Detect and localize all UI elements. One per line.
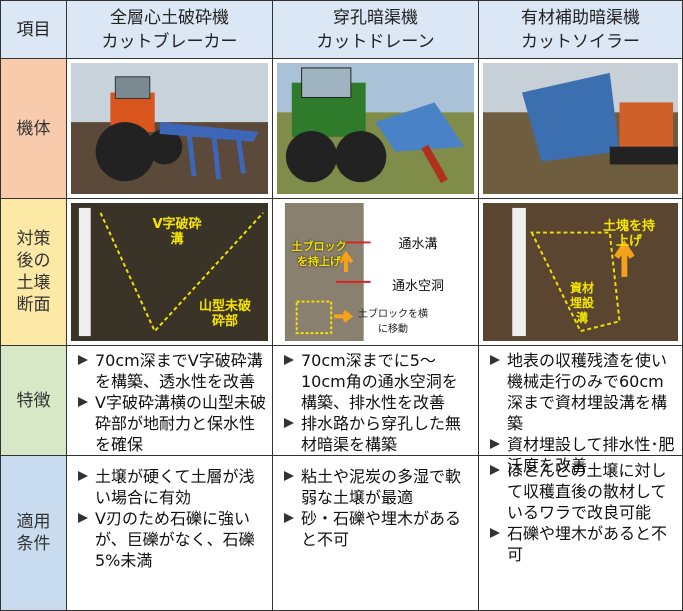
column-name: 全層心土破砕機 [110,8,229,28]
column-name: 有材補助暗渠機 [521,8,640,28]
soil-photo: 土塊を持上げ 資材埋設溝 [478,198,683,346]
row-label-text: 特徴 [16,390,51,411]
row-label-text: 対策後の土壌断面 [16,229,51,315]
bullet-item: 土壌が硬くて土層が浅い場合に有効 [75,466,266,508]
conditions-cell: 粘土や泥炭の多湿で軟弱な土壌が最適 砂・石礫や埋木があると不可 [272,455,479,611]
column-name: 穿孔暗渠機 [333,8,418,28]
bullet-item: V刃のため石礫に強いが、巨礫がなく、石礫5%未満 [75,508,266,571]
photo-label: 通水溝 [398,237,438,252]
features-cell: 70cm深までに5～10cm角の通水空洞を構築、排水性を改善 排水路から穿孔した無… [272,345,479,456]
photo-label: 土ブロックを持上げ [291,240,347,268]
photo [71,203,268,341]
bullet-item: 石礫や埋木があると不可 [487,523,676,565]
soil-photo: 土ブロックを持上げ 通水溝 通水空洞 土ブロックを横に移動 [272,198,479,346]
row-label: 特徴 [0,345,67,456]
row-label: 対策後の土壌断面 [0,198,67,346]
features-cell: 70cm深までV字破砕溝を構築、透水性を改善 V字破砕溝横の山型未破砕部が地耐力と… [66,345,273,456]
bullet-item: V字破砕溝横の山型未破砕部が地耐力と保水性を確保 [75,392,266,455]
bullet-item: 排水路から穿孔した無材暗渠を構築 [281,413,472,455]
photo [277,203,474,341]
bullet-item: 粘土や泥炭の多湿で軟弱な土壌が最適 [281,466,472,508]
conditions-cell: ほとんどの土壌に対して収穫直後の散材しているワラで改良可能 石礫や埋木があると不可 [478,455,683,611]
machine-photo [66,58,273,199]
column-header: 穿孔暗渠機カットドレーン [272,0,479,59]
photo [483,203,678,341]
photo-label: 山型未破砕部 [198,299,251,329]
bullet-item: ほとんどの土壌に対して収穫直後の散材しているワラで改良可能 [487,460,676,523]
row-label: 適用条件 [0,455,67,611]
machine-photo [272,58,479,199]
bullet-item: 地表の収穫残渣を使い機械走行のみで60cm深まで資材埋設溝を構築 [487,350,676,434]
column-header: 有材補助暗渠機 カットソイラー [478,0,683,59]
photo [71,63,268,194]
photo [277,63,474,194]
column-header: 全層心土破砕機 カットブレーカー [66,0,273,59]
photo-label: 資材埋設溝 [569,281,594,325]
header-label: 項目 [0,0,67,59]
bullet-item: 砂・石礫や埋木があると不可 [281,508,472,550]
machine-photo [478,58,683,199]
row-label-text: 適用条件 [16,512,51,554]
column-product: カットブレーカー [101,32,238,52]
photo-label: V字破砕溝 [152,217,202,247]
bullet-item: 70cm深までV字破砕溝を構築、透水性を改善 [75,350,266,392]
features-cell: 地表の収穫残渣を使い機械走行のみで60cm深まで資材埋設溝を構築 資材埋設して排水… [478,345,683,475]
photo-label: 土ブロックを横に移動 [358,309,428,335]
bullet-item: 資材埋設して排水性･肥沃度を改善 [487,434,676,476]
photo-label: 土塊を持上げ [602,219,655,249]
row-label: 機体 [0,58,67,199]
bullet-item: 70cm深までに5～10cm角の通水空洞を構築、排水性を改善 [281,350,472,413]
column-product: カットソイラー [521,32,640,52]
conditions-cell: 土壌が硬くて土層が浅い場合に有効 V刃のため石礫に強いが、巨礫がなく、石礫5%未満 [66,455,273,611]
photo [483,63,678,194]
soil-photo: V字破砕溝 山型未破砕部 [66,198,273,346]
photo-label: 通水空洞 [391,279,444,294]
column-product: カットドレーン [316,32,435,52]
row-label-text: 機体 [16,118,51,139]
